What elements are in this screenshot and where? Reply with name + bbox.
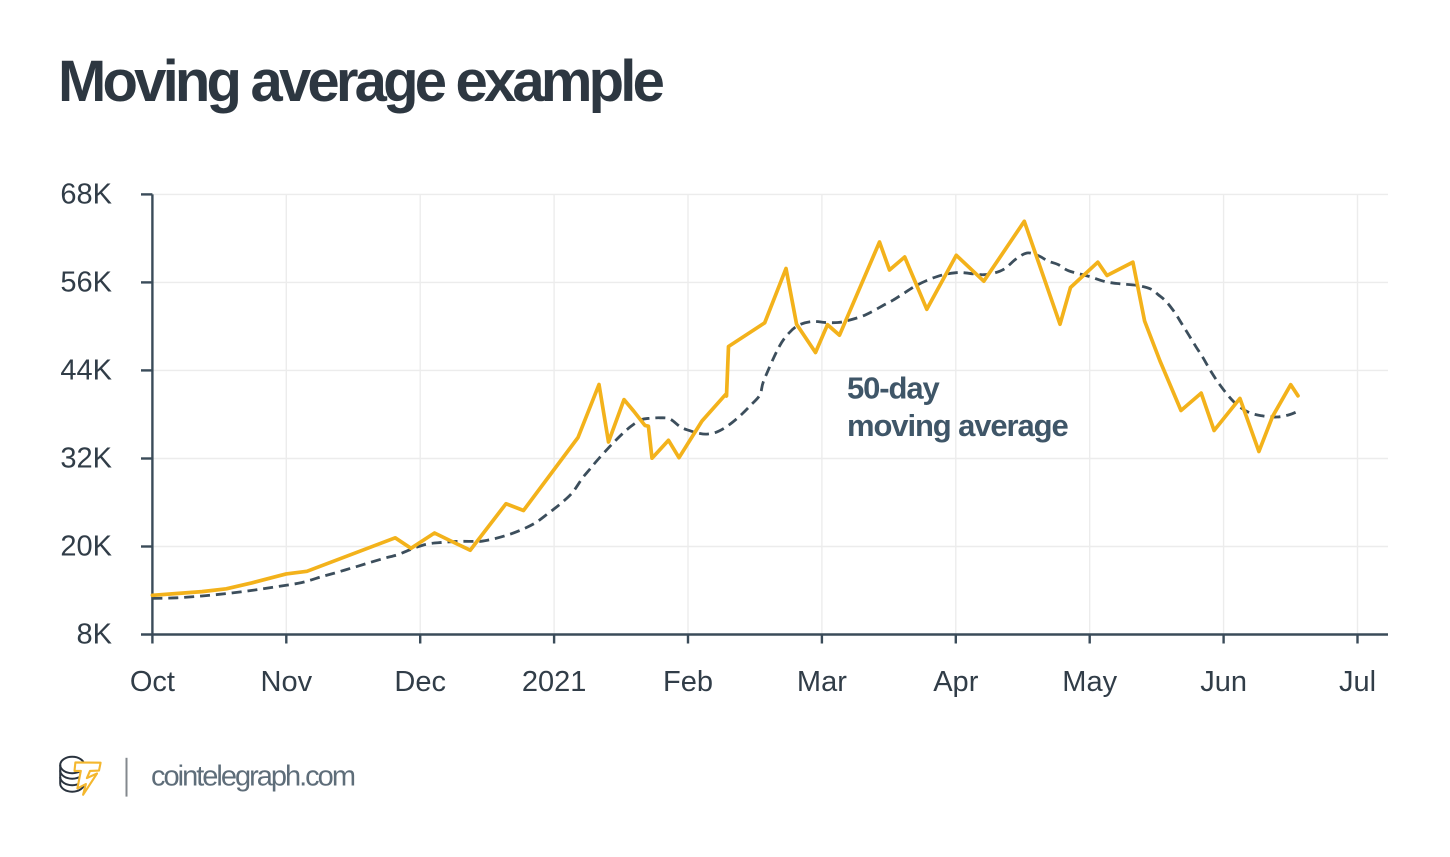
svg-text:May: May — [1062, 666, 1117, 698]
svg-text:2021: 2021 — [522, 666, 587, 698]
svg-text:20K: 20K — [60, 531, 112, 563]
svg-text:Jun: Jun — [1200, 666, 1247, 698]
svg-text:44K: 44K — [60, 355, 112, 387]
svg-text:Feb: Feb — [663, 666, 713, 698]
svg-text:moving average: moving average — [847, 408, 1069, 443]
svg-text:8K: 8K — [77, 619, 113, 651]
svg-text:Nov: Nov — [261, 666, 313, 698]
svg-text:68K: 68K — [60, 179, 112, 211]
svg-text:Jul: Jul — [1339, 666, 1376, 698]
svg-text:50-day: 50-day — [847, 371, 940, 406]
svg-text:Oct: Oct — [130, 666, 175, 698]
svg-text:Dec: Dec — [394, 666, 446, 698]
svg-text:32K: 32K — [60, 443, 112, 475]
svg-text:56K: 56K — [60, 267, 112, 299]
svg-text:Apr: Apr — [933, 666, 978, 698]
svg-text:cointelegraph.com: cointelegraph.com — [151, 761, 355, 793]
svg-text:Mar: Mar — [797, 666, 847, 698]
